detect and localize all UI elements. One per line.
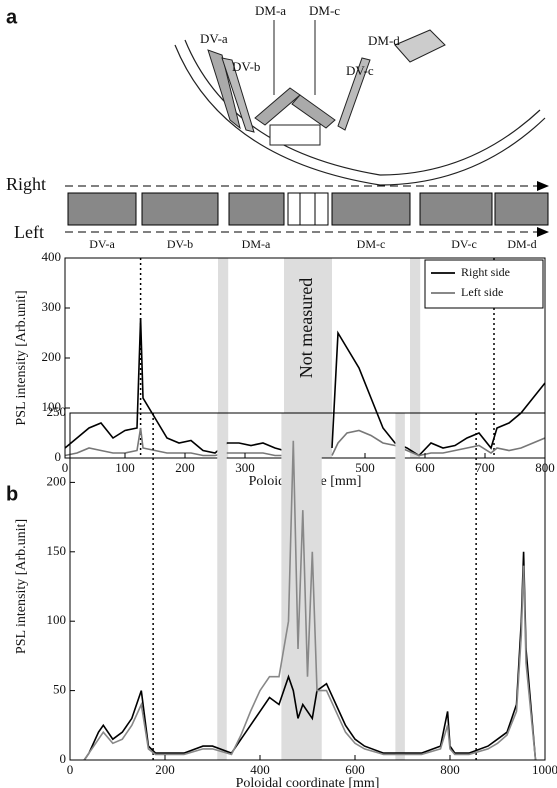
shaded-region	[395, 413, 405, 760]
diagram-label: DM-c	[309, 3, 340, 18]
arrow-label: Left	[14, 222, 44, 242]
x-tick-label: 300	[235, 460, 255, 475]
y-tick-label: 400	[42, 249, 62, 264]
y-tick-label: 100	[47, 612, 67, 627]
shaded-region	[218, 258, 229, 458]
panel-label: b	[6, 483, 18, 505]
diagram-label: DM-d	[368, 33, 400, 48]
x-axis-title: Poloidal coordinate [mm]	[236, 776, 380, 788]
wall-outline	[174, 44, 546, 186]
plot-frame	[69, 412, 546, 761]
tile-label: DV-b	[167, 237, 193, 251]
diagram-label: DM-a	[255, 3, 286, 18]
tile-shape	[207, 49, 241, 130]
tile-shape	[254, 87, 301, 126]
y-tick-label: 0	[55, 449, 62, 464]
y-tick-label: 150	[47, 543, 67, 558]
y-tick-label: 200	[42, 349, 62, 364]
y-tick-label: 200	[47, 473, 67, 488]
tile	[494, 192, 549, 226]
x-tick-label: 800	[440, 762, 460, 777]
legend-label: Right side	[461, 265, 510, 279]
tile-label: DM-d	[507, 237, 536, 251]
data-line	[331, 330, 546, 457]
wall-outline	[184, 39, 541, 176]
data-line	[331, 429, 546, 457]
x-tick-label: 200	[175, 460, 195, 475]
dome-base	[269, 124, 321, 146]
data-line	[64, 317, 285, 454]
y-tick-label: 100	[42, 399, 62, 414]
arrow-head	[537, 227, 549, 237]
x-tick-label: 100	[115, 460, 135, 475]
tile	[228, 192, 285, 226]
tile	[287, 192, 329, 226]
x-tick-label: 400	[250, 762, 270, 777]
y-axis-title: PSL intensity [Arb.unit]	[14, 290, 29, 425]
y-tick-label: 300	[42, 299, 62, 314]
y-tick-label: 250	[47, 404, 67, 419]
shaded-region	[217, 413, 227, 760]
tile-label: DV-c	[451, 237, 477, 251]
arrow-head	[537, 181, 549, 191]
arrow-label: Right	[6, 174, 46, 194]
panel-label: a	[6, 6, 18, 28]
x-tick-label: 1000	[532, 762, 557, 777]
legend-box	[424, 259, 544, 309]
y-tick-label: 50	[53, 682, 66, 697]
data-line	[64, 427, 284, 457]
tile	[419, 192, 493, 226]
tile-shape	[221, 57, 255, 133]
annotation: Not measured	[296, 278, 316, 378]
diagram	[174, 20, 546, 186]
tile-label: DM-a	[242, 237, 271, 251]
tile-label: DM-c	[357, 237, 386, 251]
diagram-label: DV-c	[346, 63, 374, 78]
tile-shape	[394, 29, 446, 63]
tile	[331, 192, 411, 226]
x-tick-label: 0	[67, 762, 74, 777]
tile-shape	[337, 57, 371, 131]
x-tick-label: 700	[475, 460, 495, 475]
y-tick-label: 0	[60, 751, 67, 766]
diagram-label: DV-b	[232, 59, 260, 74]
x-tick-label: 500	[355, 460, 375, 475]
y-axis-title: PSL intensity [Arb.unit]	[14, 519, 29, 654]
x-tick-label: 600	[345, 762, 365, 777]
x-tick-label: 600	[415, 460, 435, 475]
x-tick-label: 0	[62, 460, 69, 475]
legend-label: Left side	[461, 285, 503, 299]
tile-shape	[291, 94, 336, 129]
tile-label: DV-a	[89, 237, 115, 251]
data-line	[83, 440, 537, 761]
shaded-region	[410, 258, 421, 458]
tile	[67, 192, 137, 226]
tile-strip	[65, 181, 549, 237]
tile	[141, 192, 219, 226]
diagram-label: DV-a	[200, 31, 228, 46]
x-tick-label: 200	[155, 762, 175, 777]
